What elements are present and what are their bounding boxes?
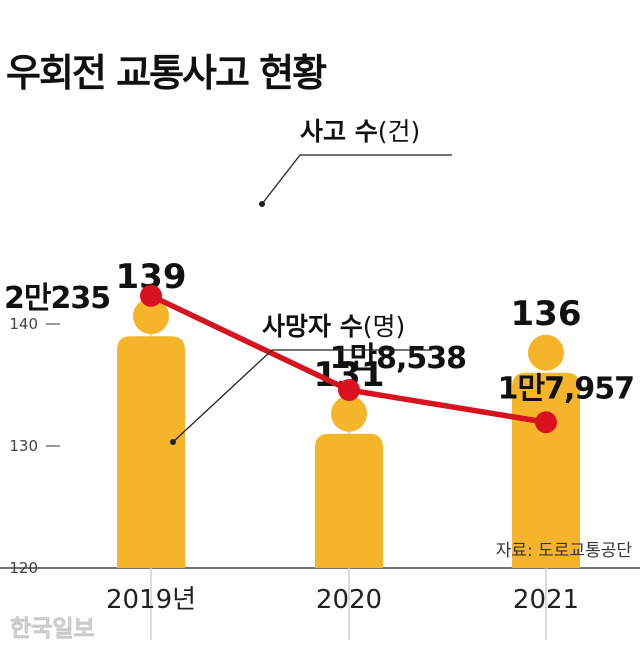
death-legend-unit: (명) — [363, 312, 406, 341]
x-category-label: 2020 — [316, 585, 382, 615]
death-legend-dot — [170, 439, 176, 445]
accident-point — [535, 411, 557, 434]
death-legend-leader — [172, 349, 432, 443]
y-tick-label: 130 — [9, 437, 38, 455]
accident-point — [140, 284, 162, 307]
death-bar-body — [315, 433, 383, 568]
death-legend-label: 사망자 수(명) — [262, 312, 405, 341]
death-value-label: 136 — [511, 294, 582, 334]
source-note: 자료: 도로교통공단 — [496, 541, 633, 561]
death-bar-body — [117, 336, 185, 568]
accident-value-label: 1만8,538 — [330, 341, 466, 376]
x-category-label: 2019년 — [106, 585, 196, 615]
accident-legend-unit: (건) — [378, 117, 421, 146]
accident-value-label: 1만7,957 — [498, 371, 634, 406]
death-bar-head — [528, 334, 564, 371]
death-bar-head — [133, 298, 169, 335]
accident-legend-dot — [259, 201, 265, 207]
chart-title: 우회전 교통사고 현황 — [6, 51, 327, 95]
y-tick-label: 120 — [9, 559, 38, 577]
x-category-label: 2021 — [513, 585, 579, 615]
watermark-logo: 한국일보 — [10, 616, 95, 642]
accident-legend-label: 사고 수(건) — [300, 117, 420, 146]
death-bar — [117, 298, 185, 568]
accident-legend-name: 사고 수 — [300, 117, 378, 146]
accident-value-label: 2만235 — [4, 281, 110, 316]
accident-legend-leader — [261, 154, 452, 205]
y-tick-label: 140 — [9, 315, 38, 333]
death-legend-name: 사망자 수 — [262, 312, 363, 341]
accident-point — [338, 379, 360, 402]
death-bar-head — [331, 395, 367, 432]
death-bar — [512, 334, 580, 568]
death-bar — [315, 395, 383, 568]
